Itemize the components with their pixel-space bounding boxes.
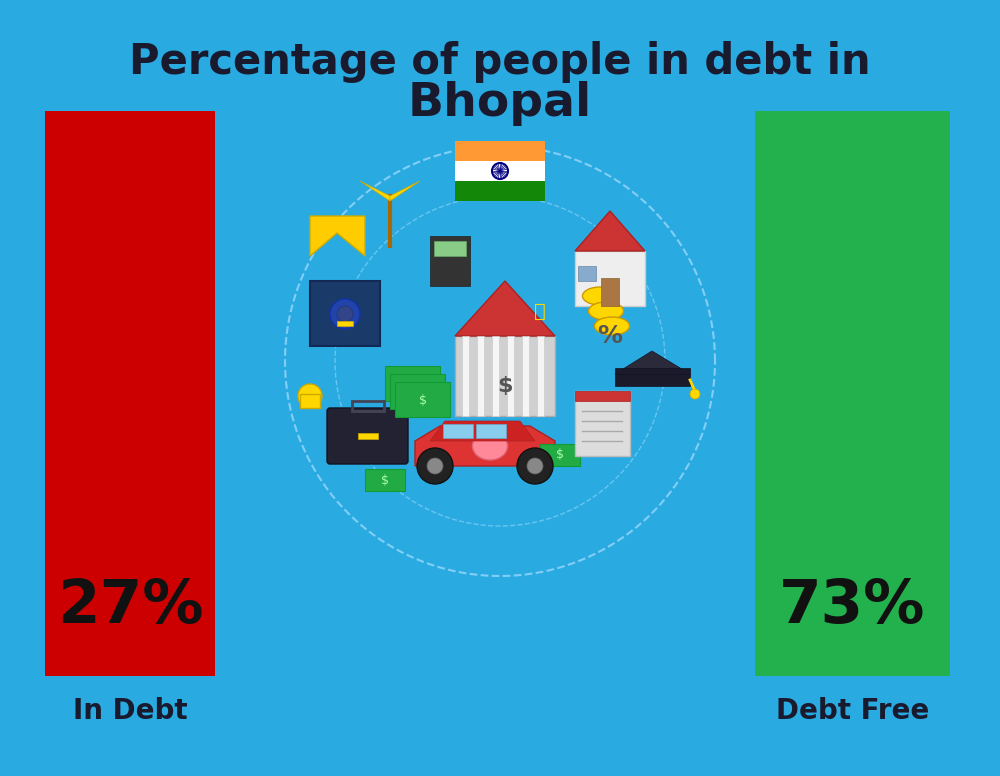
Bar [385,366,440,401]
Circle shape [417,448,453,484]
Bar [615,374,690,386]
Bar [455,141,545,161]
Polygon shape [430,421,535,441]
Bar [430,236,470,286]
Bar [390,374,445,409]
Bar [358,433,378,439]
Bar [476,424,506,438]
Bar [434,241,466,256]
Polygon shape [455,281,555,336]
Bar [443,424,473,438]
Ellipse shape [594,317,630,335]
Polygon shape [360,181,390,201]
Text: Debt Free: Debt Free [776,697,929,725]
Text: $: $ [419,393,427,407]
Bar [45,111,215,676]
Bar [455,181,545,201]
Bar [492,336,499,416]
Polygon shape [615,351,690,374]
Text: $: $ [414,386,422,399]
Bar [365,469,405,491]
Circle shape [298,384,322,408]
Text: 🗝: 🗝 [534,302,546,320]
Text: In Debt: In Debt [73,697,187,725]
Bar [352,401,384,411]
Circle shape [527,458,543,474]
Text: $: $ [556,449,564,462]
Bar [455,336,555,416]
Circle shape [517,448,553,484]
Ellipse shape [582,287,618,305]
Bar [601,278,619,306]
Polygon shape [310,216,365,256]
Bar [395,382,450,417]
Ellipse shape [588,302,624,320]
Bar [540,444,580,466]
FancyBboxPatch shape [327,408,408,464]
Bar [310,281,380,346]
Text: Percentage of people in debt in: Percentage of people in debt in [129,41,871,83]
Bar [455,161,545,181]
Bar [575,251,645,306]
Bar [337,321,353,326]
Circle shape [690,389,700,399]
Polygon shape [390,181,420,201]
Circle shape [427,458,443,474]
Bar [522,336,529,416]
Text: 27%: 27% [57,577,203,636]
Bar [575,391,630,401]
Polygon shape [415,426,555,466]
Polygon shape [575,211,645,251]
Text: $: $ [381,473,389,487]
Bar [507,336,514,416]
Bar [755,111,950,676]
Bar [537,336,544,416]
Circle shape [330,299,360,329]
Text: 73%: 73% [779,577,926,636]
Text: $: $ [497,376,513,396]
Text: Bhopal: Bhopal [408,81,592,126]
Polygon shape [615,368,690,374]
Bar [578,266,596,281]
Text: %: % [598,324,622,348]
Bar [462,336,469,416]
Text: $: $ [409,377,417,390]
Bar [300,394,320,408]
Ellipse shape [473,432,508,460]
Bar [477,336,484,416]
Circle shape [337,306,353,322]
Bar [575,391,630,456]
